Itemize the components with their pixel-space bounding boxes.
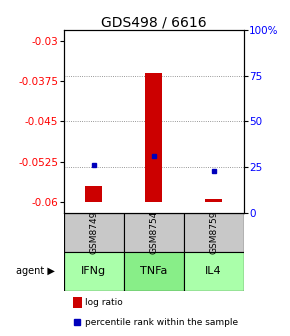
Bar bbox=[184, 213, 244, 252]
Title: GDS498 / 6616: GDS498 / 6616 bbox=[101, 15, 206, 29]
Text: GSM8754: GSM8754 bbox=[149, 211, 158, 254]
Text: log ratio: log ratio bbox=[85, 298, 123, 307]
Text: agent ▶: agent ▶ bbox=[16, 266, 55, 277]
Bar bbox=[64, 213, 124, 252]
Bar bbox=[64, 252, 124, 291]
Bar bbox=[205, 199, 222, 202]
Bar bbox=[73, 297, 82, 308]
Bar bbox=[124, 213, 184, 252]
Text: IL4: IL4 bbox=[205, 266, 222, 277]
Bar bbox=[124, 252, 184, 291]
Bar bbox=[145, 73, 162, 202]
Bar bbox=[184, 252, 244, 291]
Text: GSM8749: GSM8749 bbox=[89, 211, 98, 254]
Text: GSM8759: GSM8759 bbox=[209, 211, 218, 254]
Text: percentile rank within the sample: percentile rank within the sample bbox=[85, 318, 238, 327]
Text: IFNg: IFNg bbox=[81, 266, 106, 277]
Bar bbox=[85, 186, 102, 202]
Text: TNFa: TNFa bbox=[140, 266, 167, 277]
